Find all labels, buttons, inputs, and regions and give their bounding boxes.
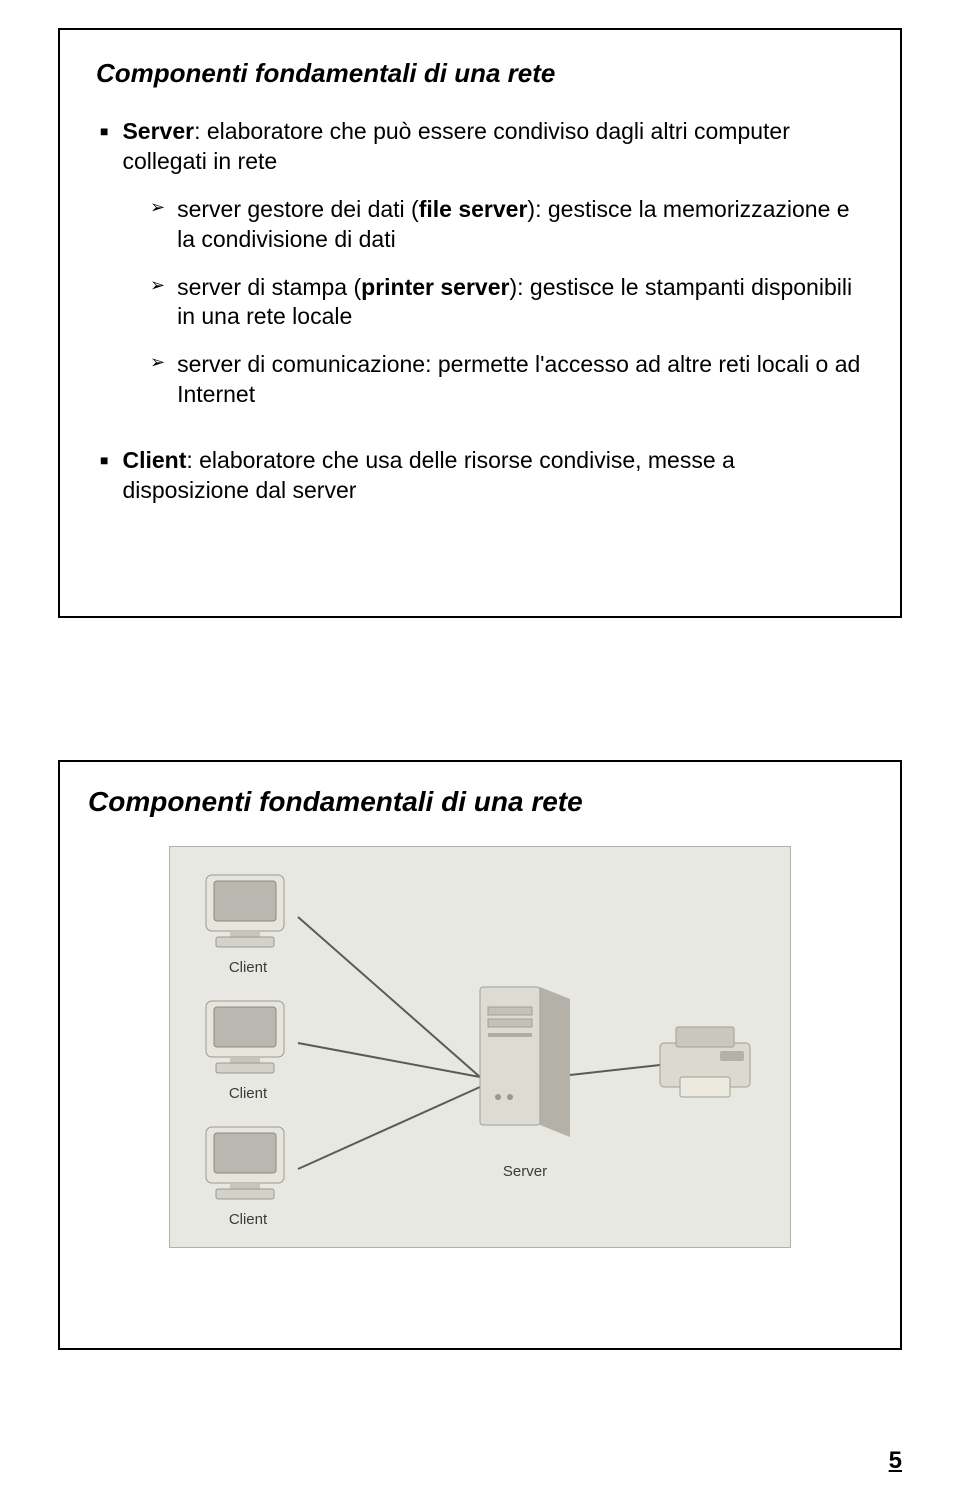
client-text: Client: elaboratore che usa delle risors… <box>122 446 864 506</box>
server-bullet: Server: elaboratore che può essere condi… <box>100 117 864 177</box>
monitor-icon <box>198 995 298 1081</box>
client-1: Client <box>198 869 298 976</box>
printerserver-bullet: server di stampa (printer server): gesti… <box>150 273 864 333</box>
slide-diagram: Componenti fondamentali di una rete Clie… <box>58 760 902 1350</box>
client-2-label: Client <box>198 1085 298 1102</box>
commserver-bullet: server di comunicazione: permette l'acce… <box>150 350 864 410</box>
fileserver-text: server gestore dei dati (file server): g… <box>177 195 864 255</box>
fileserver-bullet: server gestore dei dati (file server): g… <box>150 195 864 255</box>
server-block: Server <box>470 977 580 1180</box>
printer-block <box>650 1017 770 1107</box>
server-icon <box>470 977 580 1157</box>
page-number: 5 <box>889 1447 902 1475</box>
commserver-text: server di comunicazione: permette l'acce… <box>177 350 864 410</box>
network-diagram: Client Client <box>169 846 791 1248</box>
client-bullet: Client: elaboratore che usa delle risors… <box>100 446 864 506</box>
slide1-title: Componenti fondamentali di una rete <box>96 58 864 89</box>
client-2: Client <box>198 995 298 1102</box>
client-3-label: Client <box>198 1211 298 1228</box>
client-3: Client <box>198 1121 298 1228</box>
monitor-icon <box>198 869 298 955</box>
client-1-label: Client <box>198 959 298 976</box>
server-text: Server: elaboratore che può essere condi… <box>122 117 864 177</box>
printerserver-text: server di stampa (printer server): gesti… <box>177 273 864 333</box>
slide2-title: Componenti fondamentali di una rete <box>88 786 872 818</box>
slide-text: Componenti fondamentali di una rete Serv… <box>58 28 902 618</box>
server-label: Server <box>470 1163 580 1180</box>
printer-icon <box>650 1017 770 1107</box>
monitor-icon <box>198 1121 298 1207</box>
